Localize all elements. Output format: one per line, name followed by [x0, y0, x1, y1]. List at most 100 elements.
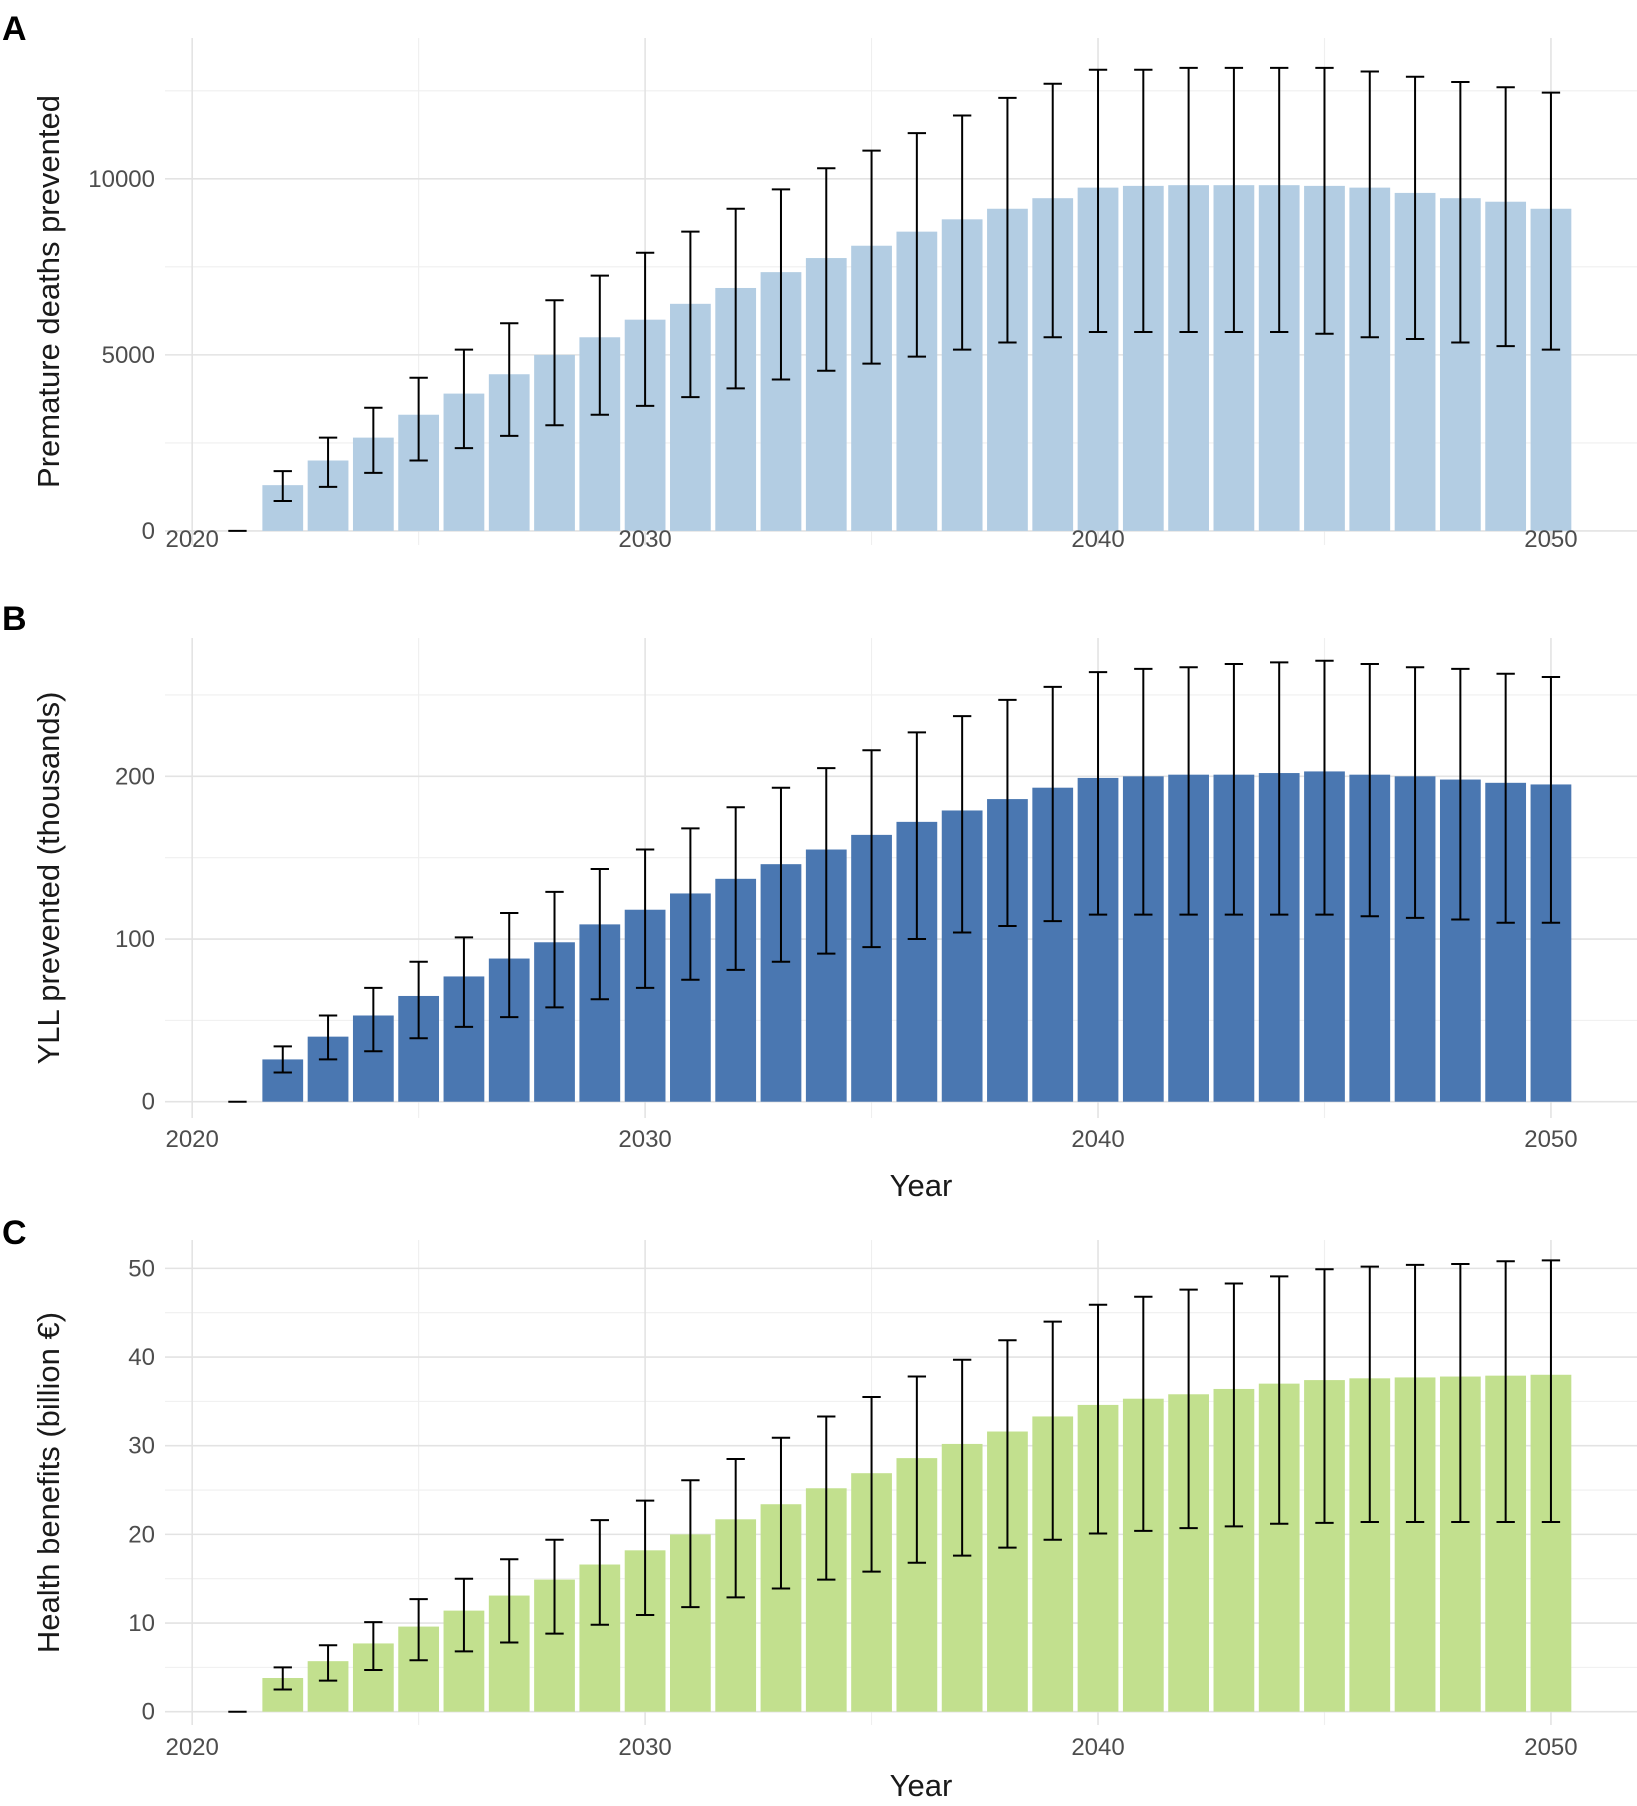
- y-tick-label: 200: [115, 763, 155, 790]
- y-axis-label: Health benefits (billion €): [31, 1312, 66, 1653]
- error-bar-2050: [1541, 676, 1561, 924]
- x-tick-label: 2040: [1071, 526, 1124, 553]
- y-tick-label: 20: [128, 1521, 155, 1548]
- error-bar-2032: [726, 1458, 745, 1599]
- x-tick-label: 2050: [1524, 526, 1577, 553]
- error-bar-2037: [952, 114, 972, 351]
- error-bar-2027: [500, 322, 519, 437]
- error-bar-2045: [1315, 1268, 1334, 1524]
- error-bar-2036: [907, 1375, 927, 1564]
- error-bar-2035: [862, 1395, 881, 1573]
- error-bar-2050: [1541, 91, 1561, 351]
- error-bar-2026: [454, 348, 474, 450]
- x-tick-label: 2030: [618, 526, 671, 553]
- error-bars: [228, 1259, 1561, 1713]
- error-bar-2049: [1496, 86, 1515, 348]
- error-bar-2031: [681, 827, 700, 981]
- bars: [262, 185, 1572, 531]
- x-tick-label: 2030: [618, 1734, 671, 1761]
- error-bar-2025: [409, 376, 428, 462]
- error-bar-2046: [1360, 70, 1379, 339]
- error-bar-2041: [1134, 68, 1153, 333]
- error-bar-2044: [1270, 66, 1289, 333]
- error-bar-2023: [318, 436, 338, 488]
- y-axis-label: Premature deaths prevented: [31, 95, 66, 488]
- error-bar-2042: [1179, 1288, 1198, 1530]
- error-bar-2033: [771, 1436, 791, 1590]
- error-bar-2037: [952, 715, 972, 934]
- error-bar-2036: [907, 132, 927, 358]
- y-tick-label: 10000: [88, 166, 155, 193]
- error-bar-2034: [817, 167, 836, 372]
- error-bar-2049: [1496, 672, 1515, 924]
- error-bar-2027: [500, 1558, 519, 1644]
- error-bar-2039: [1043, 685, 1062, 923]
- error-bar-2044: [1270, 661, 1289, 916]
- error-bar-2040: [1088, 1303, 1108, 1535]
- error-bar-2032: [726, 207, 745, 390]
- error-bar-2043: [1224, 66, 1244, 333]
- y-tick-label: 100: [115, 926, 155, 953]
- error-bar-2028: [545, 299, 564, 427]
- error-bar-2039: [1043, 82, 1062, 339]
- error-bar-2041: [1134, 1295, 1153, 1532]
- panel-a: 0 5000 10000 2020 2030 2040 2050 Premature deat…: [2, 10, 1637, 553]
- x-tick-label: 2050: [1524, 1126, 1577, 1153]
- error-bar-2038: [998, 698, 1017, 927]
- error-bar-2029: [590, 868, 609, 1001]
- error-bar-2025: [409, 960, 428, 1040]
- error-bar-2045: [1315, 659, 1334, 916]
- error-bar-2033: [771, 786, 791, 963]
- error-bar-2037: [952, 1358, 972, 1557]
- error-bar-2048: [1451, 81, 1470, 344]
- error-bar-2031: [681, 230, 700, 399]
- error-bar-2023: [318, 1014, 338, 1061]
- x-tick-label: 2030: [618, 1126, 671, 1153]
- x-tick-label: 2040: [1071, 1126, 1124, 1153]
- error-bars: [228, 66, 1561, 532]
- y-tick-label: 30: [128, 1433, 155, 1460]
- error-bar-2041: [1134, 667, 1153, 916]
- error-bar-2028: [545, 1538, 564, 1635]
- error-bar-2039: [1043, 1320, 1062, 1541]
- x-tick-label: 2020: [165, 1126, 218, 1153]
- panel-label: B: [2, 600, 27, 638]
- error-bar-2027: [500, 911, 519, 1019]
- error-bar-2040: [1088, 68, 1108, 333]
- error-bar-2034: [817, 1415, 836, 1581]
- error-bar-2045: [1315, 66, 1334, 335]
- error-bar-2043: [1224, 1282, 1244, 1528]
- x-axis-label: Year: [890, 1168, 953, 1203]
- x-tick-labels: 2020 2030 2040 2050: [165, 526, 1577, 553]
- error-bar-2026: [454, 936, 474, 1028]
- panel-label: C: [2, 1214, 27, 1252]
- panel-b: 0 100 200 2020 2030 2040 2050 YLL prevented (th…: [2, 600, 1637, 1203]
- error-bars: [228, 659, 1561, 1103]
- error-bar-2047: [1405, 1263, 1425, 1523]
- error-bar-2025: [409, 1598, 428, 1662]
- error-bar-2031: [681, 1479, 700, 1609]
- error-bar-2035: [862, 149, 881, 365]
- x-axis-label: Year: [890, 1768, 953, 1801]
- y-tick-label: 0: [142, 518, 155, 545]
- error-bar-2029: [590, 274, 609, 416]
- error-bar-2038: [998, 96, 1017, 344]
- error-bar-2043: [1224, 663, 1244, 916]
- y-tick-label: 10: [128, 1610, 155, 1637]
- error-bar-2024: [364, 986, 383, 1053]
- error-bar-2035: [862, 749, 881, 949]
- error-bar-2047: [1405, 75, 1425, 341]
- x-tick-label: 2020: [165, 526, 218, 553]
- error-bar-2026: [454, 1577, 474, 1653]
- error-bar-2042: [1179, 666, 1198, 916]
- error-bar-2034: [817, 767, 836, 955]
- error-bar-2032: [726, 806, 745, 971]
- x-tick-label: 2020: [165, 1734, 218, 1761]
- error-bar-2050: [1541, 1259, 1561, 1523]
- error-bar-2022: [273, 470, 292, 502]
- error-bar-2024: [364, 406, 383, 474]
- error-bar-2033: [771, 188, 791, 381]
- y-tick-labels: 0 100 200: [115, 763, 155, 1115]
- x-tick-labels: 2020 2030 2040 2050: [165, 1126, 1577, 1153]
